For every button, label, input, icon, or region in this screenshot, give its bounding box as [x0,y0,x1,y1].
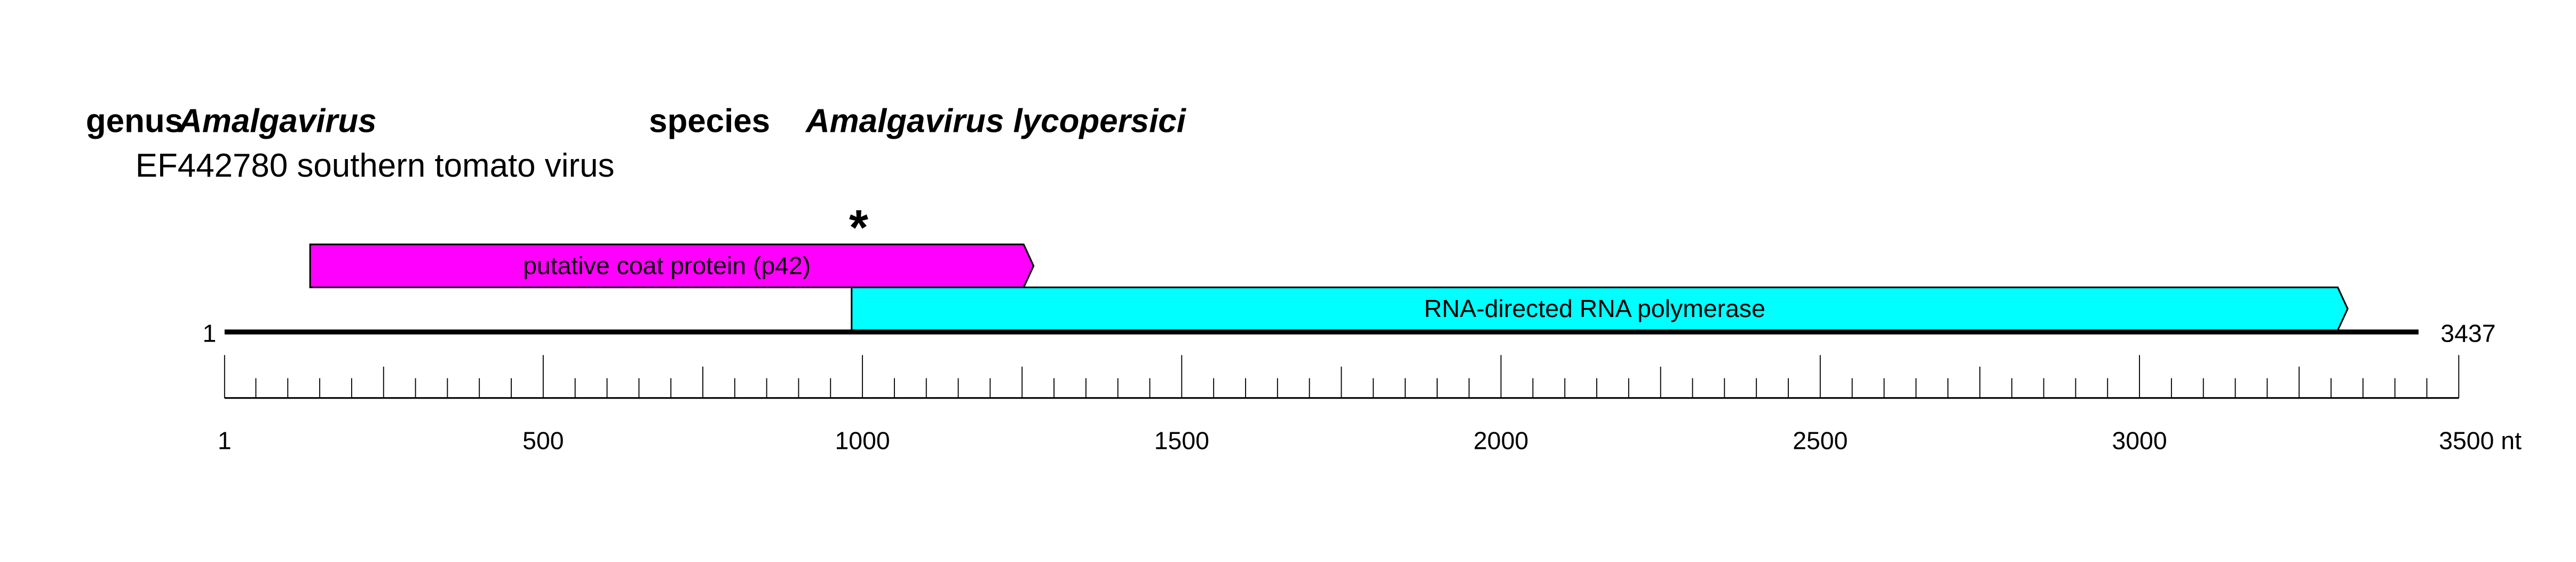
species-label: species [649,103,770,140]
feature-rdrp[interactable]: RNA-directed RNA polymerase [851,286,2349,331]
scale-tick-label: 2500 [1793,427,1848,455]
stop-marker-asterisk: * [849,200,869,255]
scale-labels: 1 500 1000 1500 2000 2500 3000 3500 nt [218,427,2522,455]
scale-tick-label: 2000 [1473,427,1528,455]
scale-tick-label: 1000 [835,427,890,455]
feature-label: putative coat protein (p42) [523,252,811,280]
scale-tick-label: 3500 nt [2439,427,2522,455]
feature-arrow [309,243,1035,288]
feature-label: RNA-directed RNA polymerase [1424,295,1765,322]
genus-name: Amalgavirus [177,103,376,140]
feature-coat-protein[interactable]: putative coat protein (p42) [309,243,1035,288]
species-name: Amalgavirus lycopersici [805,103,1187,140]
genus-label: genus [86,103,183,140]
accession-line: EF442780 southern tomato virus [136,147,615,184]
scale-bar [224,355,2460,399]
genome-start-label: 1 [203,320,217,347]
scale-tick-label: 1 [218,427,232,455]
feature-arrow [851,286,2349,331]
scale-tick-label: 1500 [1154,427,1209,455]
scale-tick-label: 500 [522,427,564,455]
scale-tick-label: 3000 [2112,427,2167,455]
genome-end-label: 3437 [2440,320,2495,347]
features: putative coat protein (p42) RNA-directed … [309,243,2349,331]
